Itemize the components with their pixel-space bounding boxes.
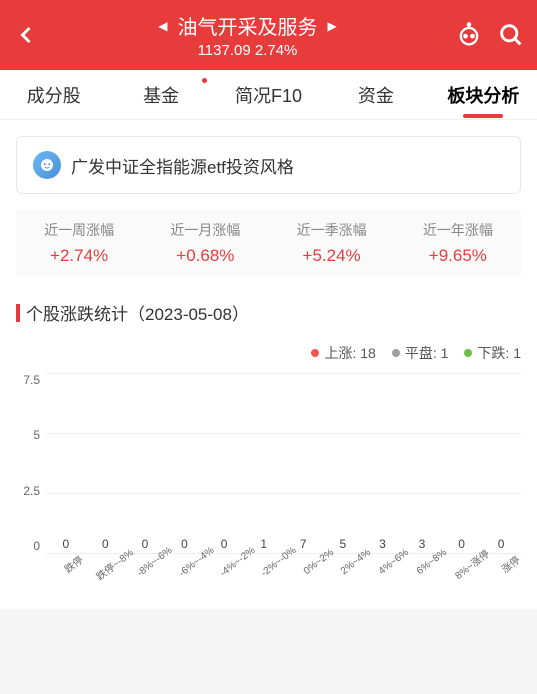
period-item-2[interactable]: 近一季涨幅 +5.24%	[273, 220, 391, 266]
search-icon[interactable]	[497, 21, 525, 49]
section-accent	[16, 304, 20, 322]
header-title-block: ◀ 油气开采及服务 ▶ 1137.09 2.74%	[40, 11, 455, 59]
bar-value: 5	[339, 537, 346, 551]
prev-icon[interactable]: ◀	[158, 19, 167, 33]
period-value: +2.74%	[20, 246, 138, 266]
legend-flat: 平盘: 1	[392, 343, 449, 363]
legend-up: 上涨: 18	[311, 343, 375, 363]
bar-value: 3	[419, 537, 426, 551]
back-button[interactable]	[12, 21, 40, 49]
promo-robot-icon	[33, 151, 61, 179]
legend-down: 下跌: 1	[464, 343, 521, 363]
period-label: 近一周涨幅	[20, 220, 138, 240]
page-title: 油气开采及服务	[178, 11, 318, 40]
bar-value: 0	[102, 537, 109, 551]
period-label: 近一年涨幅	[399, 220, 517, 240]
notification-dot	[202, 78, 207, 83]
tab-bar: 成分股基金简况F10资金板块分析	[0, 70, 537, 120]
period-value: +0.68%	[146, 246, 264, 266]
period-item-0[interactable]: 近一周涨幅 +2.74%	[20, 220, 138, 266]
tab-1[interactable]: 基金	[107, 82, 214, 108]
promo-banner[interactable]: 广发中证全指能源etf投资风格	[16, 136, 521, 194]
tab-0[interactable]: 成分股	[0, 82, 107, 108]
period-item-1[interactable]: 近一月涨幅 +0.68%	[146, 220, 264, 266]
next-icon[interactable]: ▶	[328, 19, 337, 33]
period-item-3[interactable]: 近一年涨幅 +9.65%	[399, 220, 517, 266]
y-tick: 2.5	[16, 484, 40, 498]
bar-value: 0	[142, 537, 149, 551]
bar-value: 3	[379, 537, 386, 551]
period-label: 近一月涨幅	[146, 220, 264, 240]
bar-value: 0	[221, 537, 228, 551]
bar-value: 0	[498, 537, 505, 551]
bar-value: 7	[300, 537, 307, 551]
bar-value: 0	[181, 537, 188, 551]
bar-value: 1	[260, 537, 267, 551]
bar-chart: 7.552.50 000001753300 跌停跌停~-8%-8%~-6%-6%…	[16, 373, 521, 593]
promo-text: 广发中证全指能源etf投资风格	[71, 153, 294, 178]
tab-3[interactable]: 资金	[322, 82, 429, 108]
period-label: 近一季涨幅	[273, 220, 391, 240]
bar-value: 0	[458, 537, 465, 551]
period-value: +9.65%	[399, 246, 517, 266]
section-title: 个股涨跌统计（2023-05-08）	[26, 300, 249, 325]
robot-icon[interactable]	[455, 21, 483, 49]
y-tick: 7.5	[16, 373, 40, 387]
period-value: +5.24%	[273, 246, 391, 266]
chart-legend: 上涨: 18 平盘: 1 下跌: 1	[16, 343, 521, 363]
tab-2[interactable]: 简况F10	[215, 82, 322, 108]
y-tick: 0	[16, 539, 40, 553]
period-summary: 近一周涨幅 +2.74% 近一月涨幅 +0.68% 近一季涨幅 +5.24% 近一年涨幅 +9…	[16, 210, 521, 276]
price-display: 1137.09 2.74%	[198, 42, 298, 59]
y-tick: 5	[16, 428, 40, 442]
tab-4[interactable]: 板块分析	[430, 82, 537, 108]
